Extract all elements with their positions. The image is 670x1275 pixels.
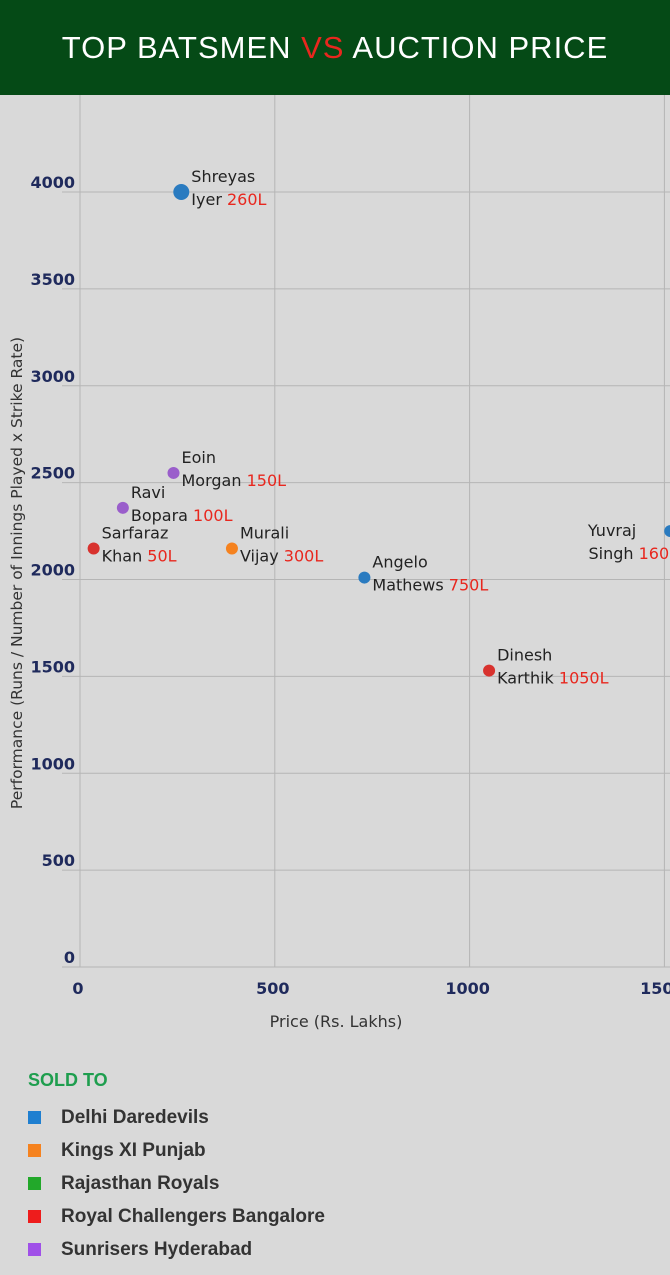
y-tick-label: 2500 [30,464,75,483]
legend-swatch [28,1177,41,1190]
y-tick-label: 2000 [30,561,75,580]
x-tick-label: 1000 [445,979,490,998]
legend-label: Rajasthan Royals [61,1172,220,1194]
point-name-line1: Ravi [131,483,165,502]
legend-swatch [28,1243,41,1256]
legend-item: Royal Challengers Bangalore [28,1200,325,1233]
point-name-line1: Murali [240,524,289,543]
legend-item: Delhi Daredevils [28,1101,325,1134]
chart-title: TOP BATSMEN VS AUCTION PRICE [62,30,609,66]
data-point [358,571,371,584]
scatter-chart: 0 500 1000 1500 2000 2500 3000 3500 4000 0 500 1000… [8,95,670,1031]
data-point [116,501,129,514]
data-point [664,525,670,538]
y-tick-label: 3500 [30,270,75,289]
point-name-line2: Karthik 1050L [497,669,609,688]
point-name-line1: Angelo [372,553,427,572]
y-tick-label: 500 [42,851,75,870]
data-point [167,466,180,479]
point-name-line2: Bopara 100L [131,506,233,525]
y-tick-label: 1000 [30,754,75,773]
legend-swatch [28,1144,41,1157]
data-point [87,542,100,555]
legend-item: Rajasthan Royals [28,1167,325,1200]
data-point [173,184,190,200]
header-banner: TOP BATSMEN VS AUCTION PRICE [0,0,670,95]
point-name-line2: Singh 1600L [588,544,670,563]
point-name-line2: Mathews 750L [372,576,488,595]
point-name-line2: Khan 50L [102,547,177,566]
legend-items: Delhi Daredevils Kings XI Punjab Rajasthan… [28,1101,325,1266]
data-point [225,542,238,555]
legend-item: Sunrisers Hyderabad [28,1233,325,1266]
point-name-line1: Yuvraj [587,521,636,540]
legend-heading: SOLD TO [28,1070,108,1090]
point-name-line1: Dinesh [497,646,552,665]
title-part1: TOP BATSMEN [61,29,302,65]
point-name-line2: Iyer 260L [191,190,266,209]
point-name-line1: Shreyas [191,167,255,186]
point-name-line1: Sarfaraz [102,524,169,543]
y-axis-label: Performance (Runs / Number of Innings Pl… [8,337,26,809]
legend: SOLD TO Delhi Daredevils Kings XI Punjab R… [28,1070,325,1266]
legend-label: Sunrisers Hyderabad [61,1238,253,1260]
title-part2: AUCTION PRICE [344,29,609,65]
y-tick-label: 3000 [30,367,75,386]
x-tick-label: 1500 [640,979,670,998]
legend-swatch [28,1111,41,1124]
y-tick-label: 1500 [30,657,75,676]
point-name-line1: Eoin [182,448,216,467]
point-name-line2: Vijay 300L [240,547,323,566]
legend-label: Delhi Daredevils [61,1106,209,1128]
x-axis-label: Price (Rs. Lakhs) [270,1012,403,1031]
legend-item: Kings XI Punjab [28,1134,325,1167]
legend-label: Royal Challengers Bangalore [61,1205,325,1227]
x-tick-label: 500 [256,979,289,998]
legend-swatch [28,1210,41,1223]
legend-label: Kings XI Punjab [61,1139,206,1161]
y-tick-label: 4000 [30,173,75,192]
data-point [483,664,496,677]
title-vs: VS [301,29,345,65]
point-name-line2: Morgan 150L [182,471,287,490]
y-tick-label: 0 [64,948,75,967]
x-tick-label: 0 [72,979,83,998]
